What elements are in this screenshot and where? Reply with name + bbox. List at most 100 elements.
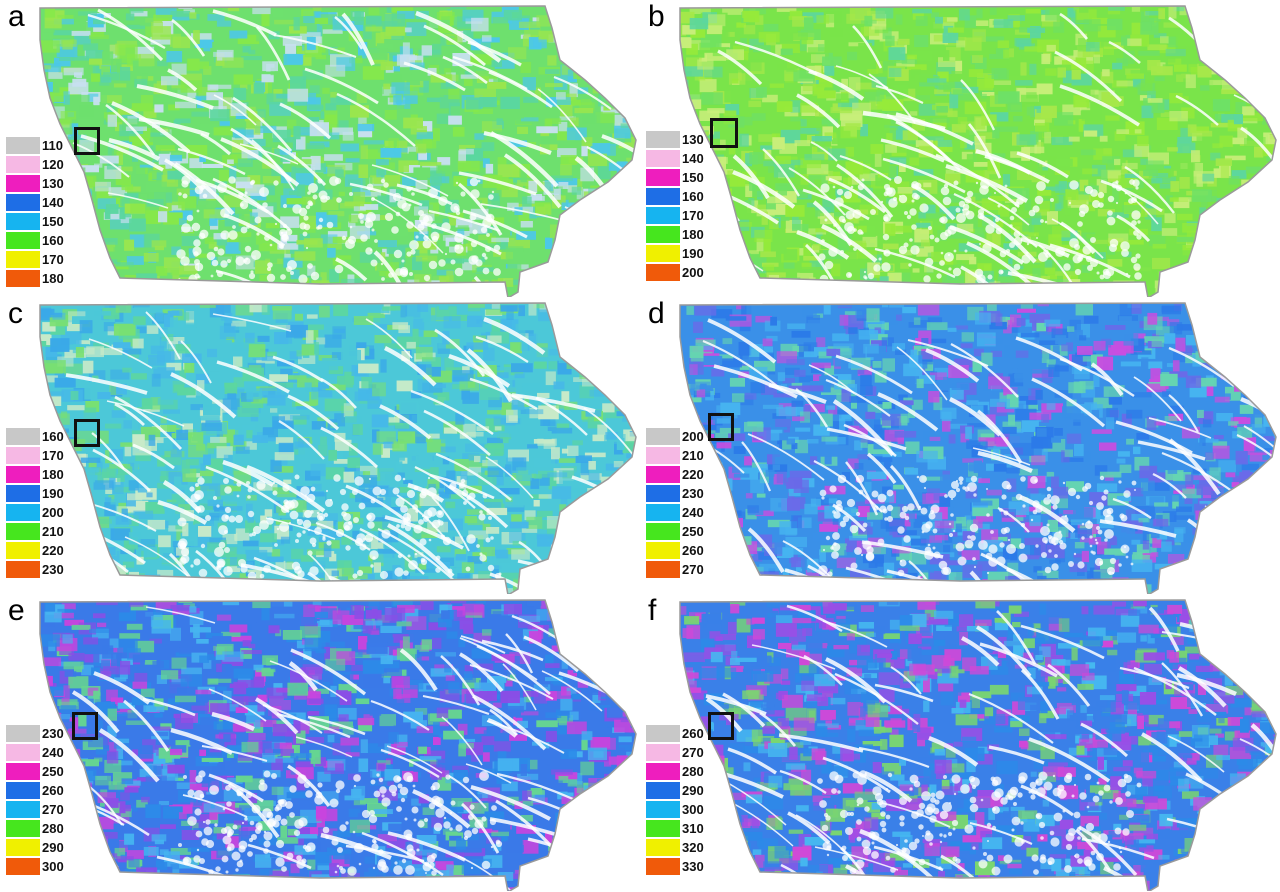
legend-entry: 310: [646, 819, 704, 837]
legend-entry: 170: [6, 250, 64, 268]
study-area-box: [708, 413, 734, 441]
legend-entry: 250: [646, 522, 704, 540]
legend-swatch: [6, 446, 40, 464]
map-panel-f: f 260 270 280 290 300 310 320 330: [640, 594, 1280, 891]
legend-label: 270: [682, 744, 704, 760]
legend-label: 130: [682, 131, 704, 147]
legend-swatch: [6, 503, 40, 521]
legend-swatch: [6, 743, 40, 761]
legend-label: 110: [42, 137, 63, 153]
legend-label: 330: [682, 858, 704, 874]
legend-label: 200: [682, 264, 704, 280]
legend-label: 220: [682, 466, 704, 482]
legend-swatch: [646, 819, 680, 837]
legend-entry: 240: [6, 743, 64, 761]
legend-entry: 290: [6, 838, 64, 856]
legend-label: 230: [682, 485, 704, 501]
state-boundary: [679, 302, 1277, 594]
legend-entry: 160: [6, 427, 64, 445]
legend-swatch: [646, 560, 680, 578]
legend-swatch: [6, 465, 40, 483]
legend-label: 180: [42, 466, 64, 482]
legend-entry: 200: [6, 503, 64, 521]
legend-label: 200: [42, 504, 64, 520]
legend-label: 240: [682, 504, 704, 520]
map-panel-a: a 110 120 130 140 150 160 170 180: [0, 0, 640, 297]
map-raster: [680, 6, 1276, 297]
legend-label: 190: [682, 245, 704, 261]
legend-label: 320: [682, 839, 704, 855]
legend-entry: 190: [6, 484, 64, 502]
legend-swatch: [6, 838, 40, 856]
legend-entry: 330: [646, 857, 704, 875]
legend-swatch: [6, 800, 40, 818]
legend-entry: 200: [646, 427, 704, 445]
legend-swatch: [6, 857, 40, 875]
legend-entry: 160: [646, 187, 704, 205]
color-legend: 200 210 220 230 240 250 260 270: [646, 427, 704, 579]
legend-swatch: [6, 231, 40, 249]
legend-label: 230: [42, 725, 64, 741]
legend-entry: 140: [646, 149, 704, 167]
map-panel-d: d 200 210 220 230 240 250 260 270: [640, 297, 1280, 594]
legend-swatch: [6, 269, 40, 287]
legend-entry: 270: [6, 800, 64, 818]
color-legend: 130 140 150 160 170 180 190 200: [646, 130, 704, 282]
legend-label: 210: [682, 447, 704, 463]
legend-label: 300: [42, 858, 64, 874]
legend-swatch: [6, 522, 40, 540]
legend-entry: 220: [646, 465, 704, 483]
color-legend: 230 240 250 260 270 280 290 300: [6, 724, 64, 876]
legend-swatch: [6, 541, 40, 559]
legend-entry: 320: [646, 838, 704, 856]
legend-entry: 120: [6, 155, 64, 173]
legend-entry: 260: [646, 541, 704, 559]
legend-entry: 230: [6, 560, 64, 578]
legend-swatch: [6, 762, 40, 780]
legend-swatch: [646, 446, 680, 464]
state-map: [39, 5, 637, 297]
color-legend: 260 270 280 290 300 310 320 330: [646, 724, 704, 876]
legend-swatch: [646, 857, 680, 875]
state-map: [39, 302, 637, 594]
legend-swatch: [646, 724, 680, 742]
state-map: [39, 599, 637, 891]
legend-swatch: [646, 244, 680, 262]
panel-label: d: [648, 297, 665, 330]
study-area-box: [710, 118, 738, 148]
legend-swatch: [646, 762, 680, 780]
state-map: [679, 302, 1277, 594]
panel-label: b: [648, 0, 665, 33]
legend-label: 160: [42, 428, 64, 444]
legend-swatch: [646, 522, 680, 540]
legend-swatch: [6, 560, 40, 578]
legend-label: 250: [42, 763, 64, 779]
legend-label: 220: [42, 542, 64, 558]
legend-label: 170: [42, 447, 64, 463]
legend-entry: 130: [6, 174, 64, 192]
legend-entry: 300: [646, 800, 704, 818]
legend-entry: 140: [6, 193, 64, 211]
legend-label: 180: [682, 226, 704, 242]
legend-swatch: [646, 800, 680, 818]
legend-label: 290: [42, 839, 64, 855]
legend-label: 260: [42, 782, 64, 798]
legend-swatch: [646, 465, 680, 483]
legend-entry: 180: [646, 225, 704, 243]
color-legend: 110 120 130 140 150 160 170 180: [6, 136, 64, 288]
legend-swatch: [6, 193, 40, 211]
legend-swatch: [6, 155, 40, 173]
legend-entry: 260: [6, 781, 64, 799]
legend-label: 300: [682, 801, 704, 817]
legend-swatch: [646, 838, 680, 856]
map-raster: [40, 600, 636, 891]
legend-entry: 190: [646, 244, 704, 262]
legend-entry: 210: [646, 446, 704, 464]
legend-entry: 230: [646, 484, 704, 502]
legend-swatch: [6, 427, 40, 445]
state-boundary: [39, 5, 637, 297]
legend-swatch: [646, 263, 680, 281]
map-raster: [40, 303, 636, 594]
legend-swatch: [646, 503, 680, 521]
legend-swatch: [646, 149, 680, 167]
